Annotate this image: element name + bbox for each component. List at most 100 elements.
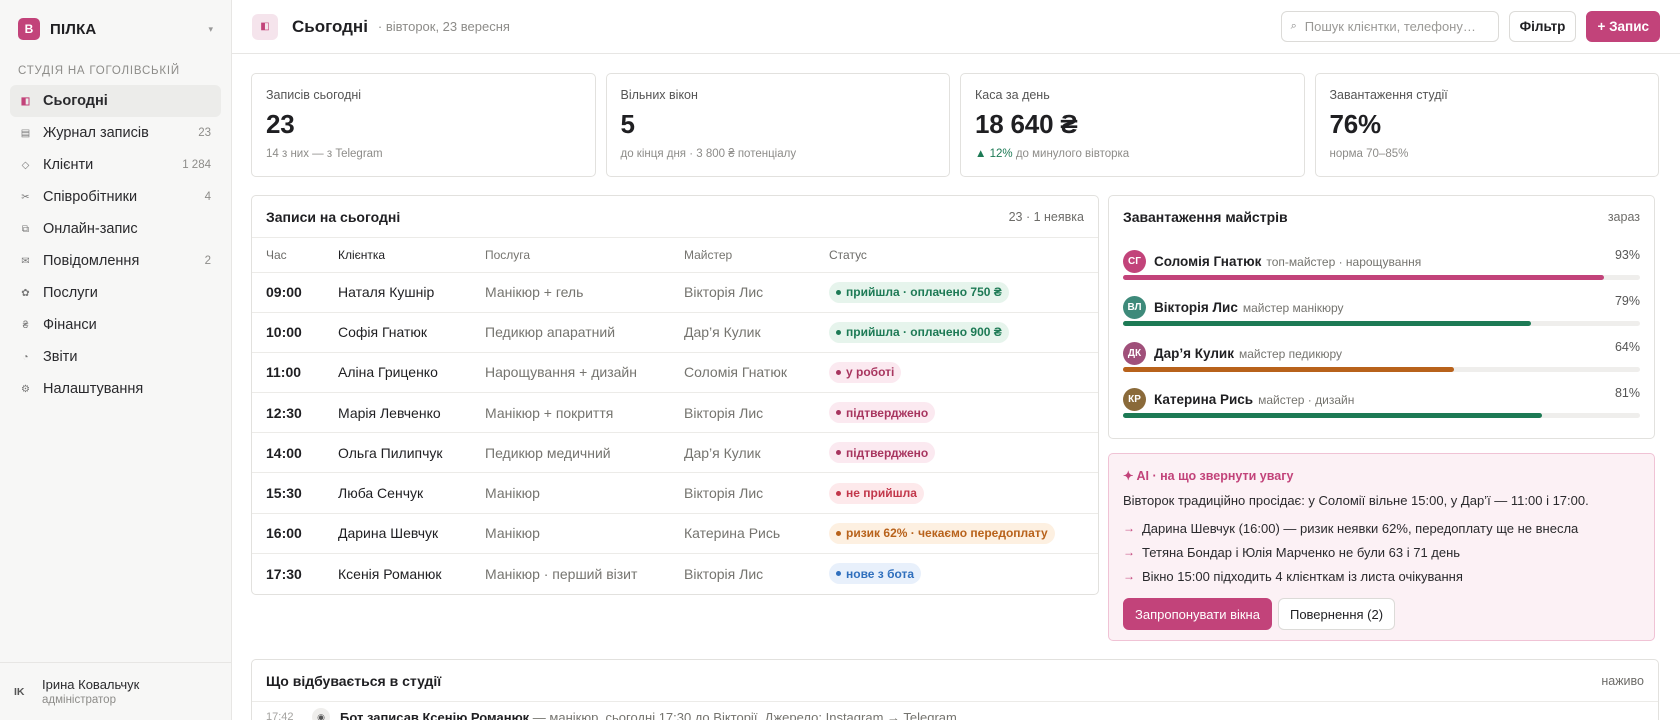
cell-client[interactable]: Наталя Кушнір	[338, 272, 485, 313]
main-content: ◧ Сьогодні · вівторок, 23 вересня ⌕ Філь…	[232, 0, 1680, 720]
cell-client[interactable]: Марія Левченко	[338, 392, 485, 434]
add-appointment-button[interactable]: + Запис	[1586, 11, 1660, 42]
column-header-master[interactable]: Майстер	[684, 238, 829, 273]
cell-client[interactable]: Ольга Пилипчук	[338, 432, 485, 474]
load-bar	[1123, 367, 1640, 372]
master-row[interactable]: КР Катерина Рись майстер · дизайн 81%	[1109, 376, 1654, 422]
table-row[interactable]: 12:30 Марія Левченко Манікюр + покриття Вік…	[252, 392, 1098, 434]
master-info: ДК Дар’я Кулик майстер педикюру	[1123, 330, 1640, 365]
column-header-client[interactable]: Клієнтка	[338, 238, 485, 273]
status-text: підтверджено	[846, 405, 929, 420]
suggest-slots-button[interactable]: Запропонувати вікна	[1123, 598, 1272, 630]
ai-insights-card: ✦ AI · на що звернути увагу Вівторок тра…	[1108, 453, 1655, 641]
page-date: · вівторок, 23 вересня	[377, 19, 510, 34]
master-name: Вікторія Лис	[1154, 300, 1238, 315]
nav-item-icon: ✂	[21, 191, 30, 203]
nav-item-icon: ⚙	[21, 383, 30, 395]
stat-label: Записів сьогодні	[266, 88, 362, 102]
sidebar-item-3[interactable]: ✂ Співробітники 4	[10, 181, 221, 213]
chevron-down-icon[interactable]: ▾	[208, 23, 213, 34]
sidebar-item-2[interactable]: ◇ Клієнти 1 284	[10, 149, 221, 181]
ai-suggestion[interactable]: → Дарина Шевчук (16:00) — ризик неявки 62…	[1123, 516, 1640, 540]
status-badge[interactable]: не прийшла	[829, 482, 924, 504]
stat-value: 18 640 ₴	[975, 109, 1078, 139]
table-row[interactable]: 17:30 Ксенія Романюк Манікюр · перший візи…	[252, 553, 1098, 593]
today-icon: ◧	[252, 13, 278, 40]
ai-subtitle: Вівторок традиційно просідає: у Соломії …	[1123, 493, 1589, 508]
activity-item[interactable]: 17:42 ◉ Бот записав Ксенію Романюк — манік…	[252, 702, 1658, 720]
cell-status: у роботі	[829, 352, 1098, 394]
table-header-row: Час Клієнтка Послуга Майстер Статус	[252, 238, 1098, 273]
sidebar-item-7[interactable]: ₴ Фінанси	[10, 309, 221, 341]
user-profile[interactable]: IK Ірина Ковальчук адміністратор	[0, 662, 232, 720]
avatar: ДК	[1123, 342, 1146, 365]
column-header-time[interactable]: Час	[252, 238, 338, 273]
sidebar-item-8[interactable]: ◔ Звіти	[10, 341, 221, 373]
cell-master: Соломія Гнатюк	[684, 352, 829, 394]
sidebar-item-4[interactable]: ⧉ Онлайн-запис	[10, 213, 221, 245]
column-header-status[interactable]: Статус	[829, 238, 1098, 273]
master-row[interactable]: ВЛ Вікторія Лис майстер манікюру 79%	[1109, 284, 1654, 330]
user-name: Ірина Ковальчук	[42, 677, 140, 692]
status-dot-icon	[836, 530, 841, 536]
master-role: майстер педикюру	[1238, 346, 1343, 361]
page-title: Сьогодні	[292, 16, 368, 36]
column-header-service[interactable]: Послуга	[485, 238, 684, 273]
masters-meta: зараз	[1607, 210, 1640, 224]
master-name: Катерина Рись	[1154, 392, 1254, 407]
master-load-percent: 64%	[1614, 340, 1640, 354]
sidebar-item-label: Повідомлення	[43, 253, 140, 269]
search-box[interactable]: ⌕	[1280, 11, 1499, 42]
search-input[interactable]	[1304, 19, 1489, 34]
stat-card-cash: Каса за день 18 640 ₴ ▲ 12% до минулого …	[960, 73, 1305, 177]
ai-suggestion[interactable]: → Тетяна Бондар і Юлія Марченко не були 6…	[1123, 540, 1640, 564]
status-badge[interactable]: підтверджено	[829, 402, 936, 424]
sidebar-item-9[interactable]: ⚙ Налаштування	[10, 373, 221, 405]
activity-strong: Бот записав Ксенію Романюк	[340, 709, 530, 720]
ai-list: → Дарина Шевчук (16:00) — ризик неявки 62…	[1123, 516, 1640, 588]
sidebar-item-1[interactable]: ▤ Журнал записів 23	[10, 117, 221, 149]
cell-client[interactable]: Дарина Шевчук	[338, 513, 485, 554]
load-bar-fill	[1123, 275, 1604, 280]
cell-service: Манікюр	[485, 513, 684, 554]
cell-status: підтверджено	[829, 432, 1098, 474]
master-row[interactable]: ДК Дар’я Кулик майстер педикюру 64%	[1109, 330, 1654, 376]
brand[interactable]: B ПІЛКА ▾	[0, 0, 231, 58]
ai-suggestion-text: Вікно 15:00 підходить 4 клієнткам із лис…	[1142, 568, 1463, 584]
sidebar-item-label: Послуги	[43, 285, 98, 301]
table-row[interactable]: 14:00 Ольга Пилипчук Педикюр медичний Дар’я…	[252, 432, 1098, 474]
filter-button[interactable]: Фільтр	[1508, 11, 1577, 42]
cell-client[interactable]: Софія Гнатюк	[338, 312, 485, 353]
returns-button[interactable]: Повернення (2)	[1277, 598, 1396, 630]
bot-icon: ◉	[312, 708, 330, 720]
cell-time: 09:00	[252, 272, 338, 313]
sidebar-item-0[interactable]: ◧ Сьогодні	[10, 85, 221, 117]
activity-detail: — манікюр, сьогодні 17:30 до Вікторії. Д…	[529, 709, 957, 720]
stat-note: ▲ 12% до минулого вівторка	[975, 148, 1290, 160]
nav-item-icon: ✉	[21, 255, 30, 267]
ai-suggestion[interactable]: → Вікно 15:00 підходить 4 клієнткам із ли…	[1123, 564, 1640, 588]
table-row[interactable]: 15:30 Люба Сенчук Манікюр Вікторія Лис не пр…	[252, 472, 1098, 514]
cell-client[interactable]: Люба Сенчук	[338, 472, 485, 514]
status-badge[interactable]: нове з бота	[829, 563, 922, 585]
master-row[interactable]: СГ Соломія Гнатюк топ-майстер · нарощуванн…	[1109, 238, 1654, 284]
sidebar-item-6[interactable]: ✿ Послуги	[10, 277, 221, 309]
masters-list: СГ Соломія Гнатюк топ-майстер · нарощуванн…	[1109, 238, 1654, 422]
sidebar-item-5[interactable]: ✉ Повідомлення 2	[10, 245, 221, 277]
master-name: Дар’я Кулик	[1154, 346, 1234, 361]
table-row[interactable]: 16:00 Дарина Шевчук Манікюр Катерина Рись ри…	[252, 513, 1098, 554]
status-badge[interactable]: прийшла · оплачено 750 ₴	[829, 281, 1009, 303]
status-badge[interactable]: підтверджено	[829, 442, 936, 464]
table-row[interactable]: 10:00 Софія Гнатюк Педикюр апаратний Дар’я …	[252, 312, 1098, 353]
status-badge[interactable]: у роботі	[829, 361, 902, 383]
status-badge[interactable]: ризик 62% · чекаємо передоплату	[829, 522, 1055, 544]
cell-client[interactable]: Ксенія Романюк	[338, 565, 442, 582]
master-load-percent: 93%	[1614, 248, 1640, 262]
cell-client[interactable]: Аліна Гриценко	[338, 352, 485, 394]
avatar: IK	[14, 685, 25, 698]
status-dot-icon	[836, 490, 841, 496]
table-row[interactable]: 11:00 Аліна Гриценко Нарощування + дизайн С…	[252, 352, 1098, 394]
arrow-right-icon: →	[1123, 569, 1135, 583]
status-badge[interactable]: прийшла · оплачено 900 ₴	[829, 321, 1009, 343]
table-row[interactable]: 09:00 Наталя Кушнір Манікюр + гель Вікторія…	[252, 272, 1098, 313]
